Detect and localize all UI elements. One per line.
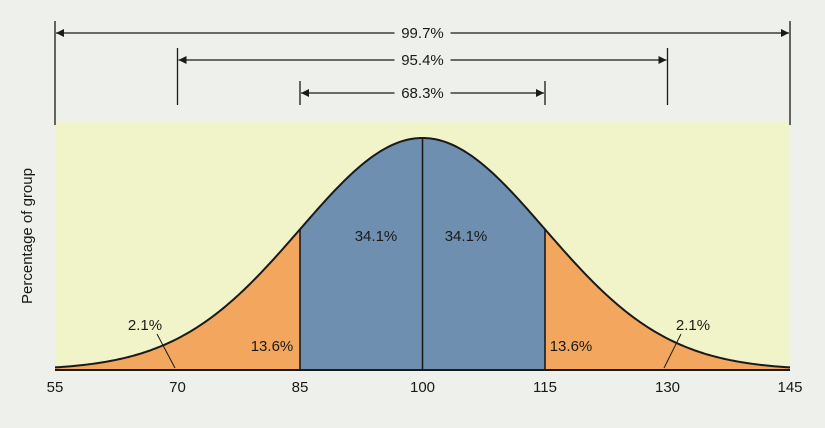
region-label-4: 13.6% xyxy=(550,338,593,355)
range-arrow-right-0 xyxy=(781,29,789,37)
range-arrow-left-0 xyxy=(56,29,64,37)
x-tick-label-115: 115 xyxy=(533,379,557,396)
range-label-0: 99.7% xyxy=(401,25,444,42)
range-bracket-2: 68.3% xyxy=(299,81,546,105)
x-tick-label-55: 55 xyxy=(47,379,64,396)
region-label-3: 34.1% xyxy=(445,228,488,245)
region-label-2: 34.1% xyxy=(355,228,398,245)
region-fill-5 xyxy=(667,338,790,370)
region-label-0: 2.1% xyxy=(128,317,162,334)
x-tick-label-130: 130 xyxy=(655,379,680,396)
range-label-1: 95.4% xyxy=(401,52,444,69)
x-tick-label-85: 85 xyxy=(292,379,309,396)
x-tick-label-100: 100 xyxy=(410,379,435,396)
range-arrow-right-1 xyxy=(658,56,667,64)
x-tick-label-70: 70 xyxy=(169,379,186,396)
region-label-1: 13.6% xyxy=(251,338,294,355)
region-labels: 2.1% 13.6% 34.1% 34.1% 13.6% 2.1% xyxy=(128,228,710,369)
range-bracket-1: 95.4% xyxy=(176,48,669,105)
range-brackets: 99.7% 95.4% 68.3% xyxy=(54,21,791,125)
region-leader-5 xyxy=(663,333,682,369)
y-axis-label: Percentage of group xyxy=(19,168,36,304)
range-arrow-right-2 xyxy=(536,89,544,97)
x-tick-labels: 55 70 85 100 115 130 145 xyxy=(47,379,803,396)
range-label-2: 68.3% xyxy=(401,85,444,102)
region-leader-0 xyxy=(156,333,176,369)
range-bracket-0: 99.7% xyxy=(54,21,791,125)
region-fill-0 xyxy=(55,338,178,370)
x-tick-label-145: 145 xyxy=(777,379,802,396)
range-arrow-left-1 xyxy=(178,56,187,64)
range-arrow-left-2 xyxy=(301,89,309,97)
dividers-layer xyxy=(299,138,546,370)
region-label-5: 2.1% xyxy=(676,317,710,334)
